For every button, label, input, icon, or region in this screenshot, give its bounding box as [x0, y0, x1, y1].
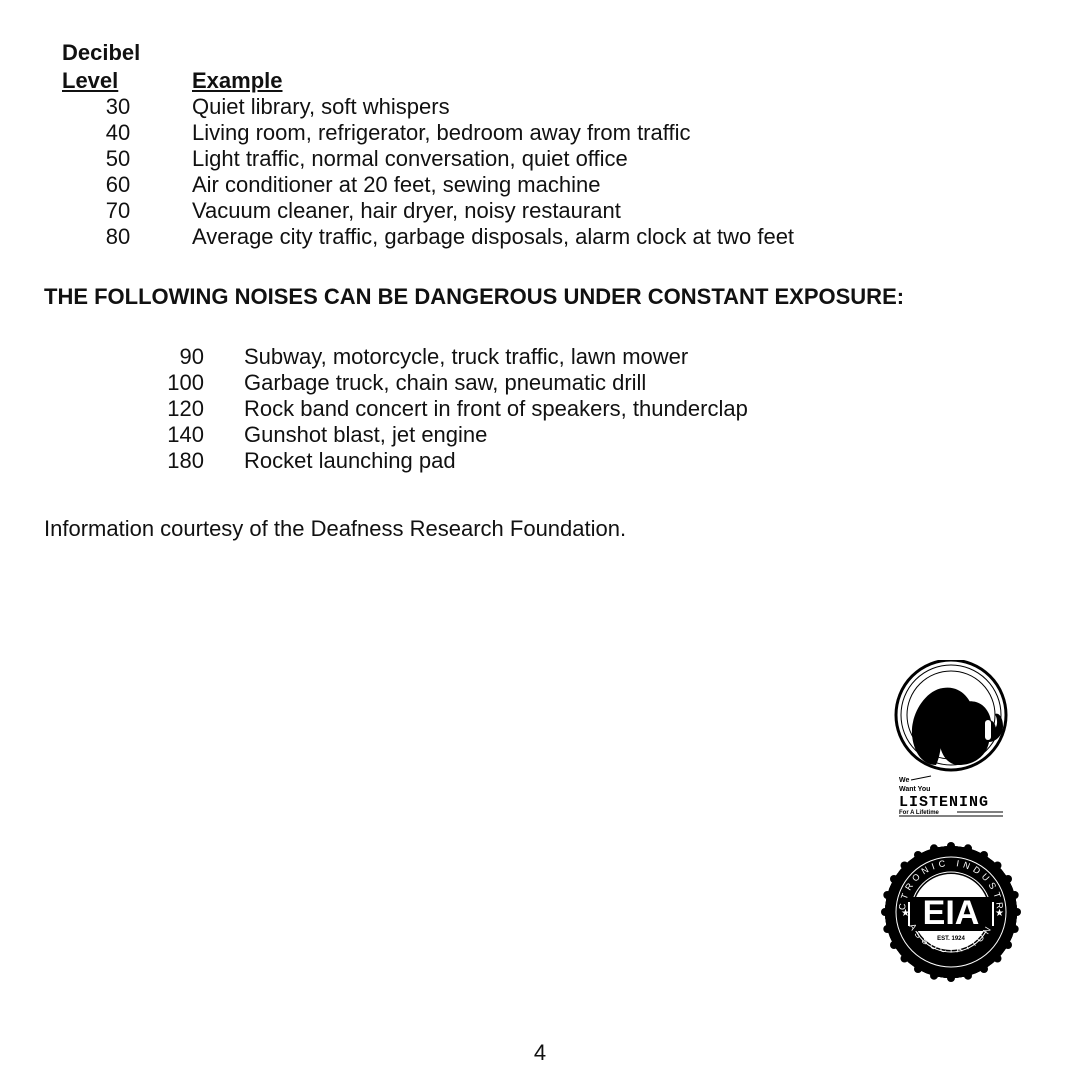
listening-line4: For A Lifetime [899, 810, 940, 816]
cell-level: 90 [44, 344, 244, 370]
table-row: 70 Vacuum cleaner, hair dryer, noisy res… [44, 198, 794, 224]
cell-example: Subway, motorcycle, truck traffic, lawn … [244, 344, 748, 370]
page: Decibel Level Example 30 Quiet library, … [0, 0, 1080, 1080]
cell-level: 140 [44, 422, 244, 448]
header-decibel: Decibel [44, 40, 1036, 66]
header-level: Level [44, 68, 192, 94]
cell-example: Light traffic, normal conversation, quie… [192, 146, 794, 172]
table-row: 140 Gunshot blast, jet engine [44, 422, 748, 448]
svg-text:★: ★ [995, 908, 1004, 919]
header-example: Example [192, 68, 794, 94]
cell-level: 80 [44, 224, 192, 250]
cell-level: 100 [44, 370, 244, 396]
listening-line3: LISTENING [899, 794, 989, 811]
cell-level: 120 [44, 396, 244, 422]
table-row: 90 Subway, motorcycle, truck traffic, la… [44, 344, 748, 370]
listening-line2: Want You [899, 786, 930, 793]
table-row: 30 Quiet library, soft whispers [44, 94, 794, 120]
cell-example: Vacuum cleaner, hair dryer, noisy restau… [192, 198, 794, 224]
table-header-row: Level Example [44, 68, 794, 94]
cell-example: Rock band concert in front of speakers, … [244, 396, 748, 422]
eia-center-text: EIA [923, 894, 980, 932]
cell-level: 30 [44, 94, 192, 120]
listening-line1: We [899, 777, 909, 784]
listening-logo-icon: We Want You LISTENING For A Lifetime [881, 660, 1021, 820]
cell-example: Rocket launching pad [244, 448, 748, 474]
table-row: 60 Air conditioner at 20 feet, sewing ma… [44, 172, 794, 198]
cell-example: Garbage truck, chain saw, pneumatic dril… [244, 370, 748, 396]
cell-example: Quiet library, soft whispers [192, 94, 794, 120]
cell-level: 40 [44, 120, 192, 146]
table-row: 180 Rocket launching pad [44, 448, 748, 474]
eia-est-text: EST. 1924 [937, 936, 965, 942]
table-row: 120 Rock band concert in front of speake… [44, 396, 748, 422]
courtesy-text: Information courtesy of the Deafness Res… [44, 516, 1036, 542]
page-number: 4 [0, 1040, 1080, 1066]
table-row: 40 Living room, refrigerator, bedroom aw… [44, 120, 794, 146]
cell-example: Air conditioner at 20 feet, sewing machi… [192, 172, 794, 198]
eia-logo-icon: EIA EST. 1924 ELECTRONIC INDUSTRIES ASSO… [881, 842, 1021, 982]
cell-level: 50 [44, 146, 192, 172]
logos-container: We Want You LISTENING For A Lifetime [866, 660, 1036, 982]
table-row: 80 Average city traffic, garbage disposa… [44, 224, 794, 250]
cell-example: Gunshot blast, jet engine [244, 422, 748, 448]
decibel-table-dangerous: 90 Subway, motorcycle, truck traffic, la… [44, 344, 748, 474]
warning-heading: THE FOLLOWING NOISES CAN BE DANGEROUS UN… [44, 284, 1036, 310]
svg-text:★: ★ [901, 908, 910, 919]
cell-example: Living room, refrigerator, bedroom away … [192, 120, 794, 146]
cell-example: Average city traffic, garbage disposals,… [192, 224, 794, 250]
table-row: 100 Garbage truck, chain saw, pneumatic … [44, 370, 748, 396]
cell-level: 60 [44, 172, 192, 198]
cell-level: 180 [44, 448, 244, 474]
decibel-table-safe: Level Example 30 Quiet library, soft whi… [44, 68, 794, 250]
cell-level: 70 [44, 198, 192, 224]
table-row: 50 Light traffic, normal conversation, q… [44, 146, 794, 172]
